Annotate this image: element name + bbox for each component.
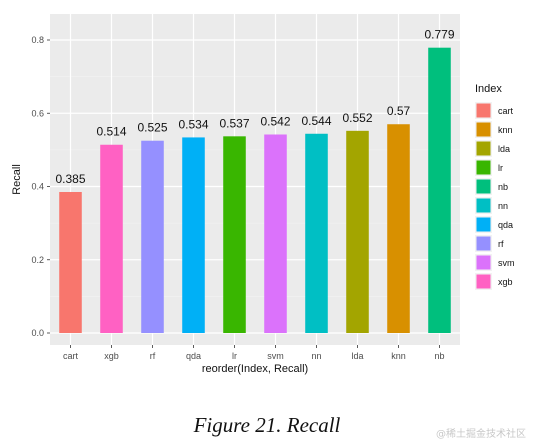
data-label-nn: 0.544 bbox=[301, 114, 331, 128]
x-tick-label-nn: nn bbox=[311, 351, 321, 361]
data-label-xgb: 0.514 bbox=[96, 125, 126, 139]
legend-swatch-rf bbox=[476, 236, 491, 251]
data-label-cart: 0.385 bbox=[55, 172, 85, 186]
y-tick-label: 0.8 bbox=[31, 35, 44, 45]
data-label-lda: 0.552 bbox=[342, 111, 372, 125]
legend-swatch-svm bbox=[476, 255, 491, 270]
legend-label-lr: lr bbox=[498, 163, 503, 173]
bar-xgb bbox=[100, 144, 123, 333]
data-label-nb: 0.779 bbox=[424, 28, 454, 42]
legend-swatch-xgb bbox=[476, 274, 491, 289]
y-tick-label: 0.4 bbox=[31, 182, 44, 192]
legend-swatch-knn bbox=[476, 122, 491, 137]
legend-label-knn: knn bbox=[498, 125, 513, 135]
y-tick-label: 0.6 bbox=[31, 108, 44, 118]
x-tick-label-cart: cart bbox=[63, 351, 79, 361]
x-tick-label-lr: lr bbox=[232, 351, 237, 361]
x-tick-label-svm: svm bbox=[267, 351, 284, 361]
bar-lda bbox=[346, 130, 369, 333]
data-label-lr: 0.537 bbox=[219, 116, 249, 130]
data-label-rf: 0.525 bbox=[137, 121, 167, 135]
y-axis-title: Recall bbox=[11, 164, 23, 195]
watermark-text: @稀土掘金技术社区 bbox=[436, 429, 526, 440]
x-axis-title: reorder(Index, Recall) bbox=[202, 363, 308, 375]
bar-cart bbox=[59, 191, 82, 333]
x-tick-label-knn: knn bbox=[391, 351, 406, 361]
legend-swatch-lda bbox=[476, 141, 491, 156]
data-label-svm: 0.542 bbox=[260, 114, 290, 128]
bar-nn bbox=[305, 133, 328, 333]
x-tick-label-rf: rf bbox=[150, 351, 156, 361]
legend-label-xgb: xgb bbox=[498, 277, 513, 287]
legend-label-svm: svm bbox=[498, 258, 515, 268]
y-tick-label: 0.0 bbox=[31, 328, 44, 338]
data-label-knn: 0.57 bbox=[387, 104, 411, 118]
x-tick-label-xgb: xgb bbox=[104, 351, 119, 361]
legend-label-lda: lda bbox=[498, 144, 510, 154]
legend-swatch-cart bbox=[476, 103, 491, 118]
data-label-qda: 0.534 bbox=[178, 117, 208, 131]
y-tick-label: 0.2 bbox=[31, 255, 44, 265]
legend-label-qda: qda bbox=[498, 220, 513, 230]
legend-label-nb: nb bbox=[498, 182, 508, 192]
bar-knn bbox=[387, 124, 410, 333]
bar-svm bbox=[264, 134, 287, 333]
x-tick-label-lda: lda bbox=[351, 351, 363, 361]
legend-label-rf: rf bbox=[498, 239, 504, 249]
legend-label-nn: nn bbox=[498, 201, 508, 211]
bar-lr bbox=[223, 136, 246, 333]
legend-swatch-nb bbox=[476, 179, 491, 194]
figure-caption: Figure 21. Recall bbox=[193, 413, 341, 437]
legend-swatch-nn bbox=[476, 198, 491, 213]
legend-label-cart: cart bbox=[498, 106, 514, 116]
legend-swatch-lr bbox=[476, 160, 491, 175]
legend-title: Index bbox=[475, 83, 502, 95]
x-tick-label-qda: qda bbox=[186, 351, 201, 361]
bar-qda bbox=[182, 137, 205, 333]
x-tick-label-nb: nb bbox=[434, 351, 444, 361]
legend-swatch-qda bbox=[476, 217, 491, 232]
bar-rf bbox=[141, 140, 164, 333]
bar-nb bbox=[428, 47, 451, 333]
